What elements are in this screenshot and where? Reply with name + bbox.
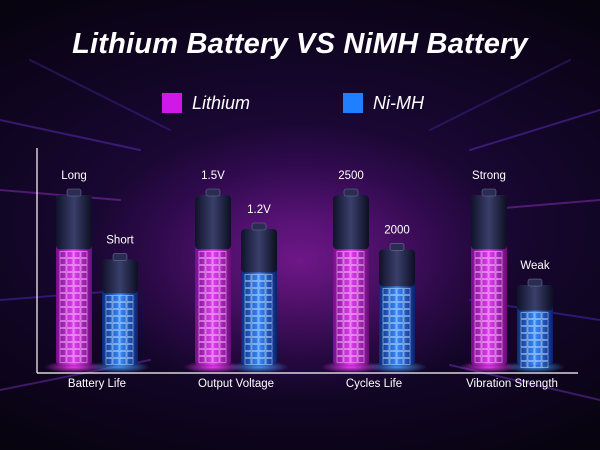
bar-nimh-1: 1.2V [229, 204, 289, 373]
bar-nimh-2-label: 2000 [384, 224, 410, 236]
bar-nimh-1-label: 1.2V [247, 204, 271, 216]
chart-title: Lithium Battery VS NiMH Battery [72, 28, 528, 60]
category-label-2: Cycles Life [345, 378, 403, 390]
bar-nimh-0-label: Short [106, 235, 134, 247]
category-label-0: Battery Life [67, 378, 127, 390]
bar-lithium-1: 1.5V [183, 170, 243, 373]
bar-lithium-1-label: 1.5V [201, 170, 225, 182]
bar-nimh-3-label: Weak [520, 260, 549, 272]
bar-nimh-3: Weak [505, 260, 565, 373]
legend-label-nimh: Ni-MH [373, 93, 424, 113]
bar-lithium-0-label: Long [61, 170, 87, 182]
bar-lithium-3-label: Strong [472, 170, 506, 182]
bar-nimh-0: Short [90, 235, 150, 373]
bar-lithium-0: Long [44, 170, 104, 373]
category-label-3: Vibration Strength [466, 378, 558, 390]
bar-nimh-2: 2000 [367, 224, 427, 373]
legend-swatch-nimh [343, 93, 363, 113]
bar-lithium-2-label: 2500 [338, 170, 364, 182]
bar-lithium-3: Strong [459, 170, 519, 373]
legend-label-lithium: Lithium [192, 93, 251, 113]
category-label-1: Output Voltage [197, 378, 275, 390]
bar-lithium-2: 2500 [321, 170, 381, 373]
legend-swatch-lithium [162, 93, 182, 113]
